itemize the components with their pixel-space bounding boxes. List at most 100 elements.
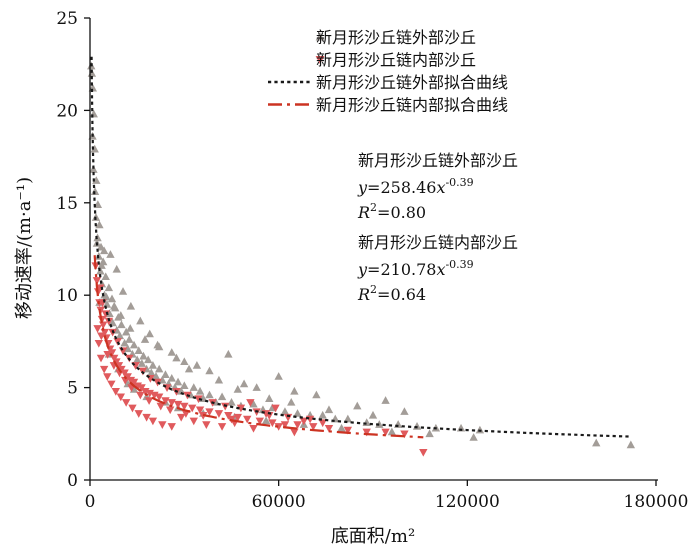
- outer-dune-point: [102, 292, 111, 301]
- inner-dune-point: [283, 413, 293, 422]
- inner-dune-point: [158, 421, 167, 429]
- inner-dune-point: [343, 426, 353, 435]
- outer-dune-point: [172, 353, 181, 362]
- equation-title: 新月形沙丘链内部沙丘: [358, 233, 518, 252]
- inner-dune-point: [419, 448, 428, 457]
- inner-dune-point: [161, 397, 170, 405]
- outer-dune-point: [456, 423, 466, 432]
- outer-dune-point: [129, 340, 139, 349]
- outer-dune-point: [214, 375, 224, 384]
- inner-dune-point: [134, 410, 143, 418]
- inner-dune-point: [180, 402, 189, 411]
- inner-dune-point: [104, 317, 114, 326]
- outer-dune-point: [126, 324, 135, 332]
- legend-label: 新月形沙丘链外部拟合曲线: [316, 73, 508, 92]
- outer-dune-point: [110, 301, 119, 310]
- inner-dune-point: [195, 406, 205, 415]
- inner-dune-point: [103, 373, 112, 381]
- outer-dune-point: [136, 316, 145, 325]
- outer-dune-point: [89, 109, 98, 118]
- inner-dune-point: [290, 428, 299, 437]
- outer-dune-point: [151, 372, 161, 380]
- outer-dune-point: [381, 396, 390, 404]
- outer-dune-point: [293, 409, 302, 417]
- inner-dune-point: [142, 413, 151, 422]
- outer-dune-point: [140, 335, 150, 343]
- outer-dune-point: [180, 381, 189, 390]
- inner-dune-point: [97, 332, 106, 341]
- outer-dune-point: [252, 383, 261, 391]
- outer-dune-point: [205, 366, 214, 375]
- inner-dune-point: [381, 428, 390, 437]
- outer-dune-point: [189, 383, 198, 391]
- fit-equations: 新月形沙丘链外部沙丘 y=258.46x-0.39 R2=0.80 新月形沙丘链内部沙…: [357, 151, 518, 304]
- legend-marker: [315, 32, 325, 41]
- y-tick-label: 10: [56, 286, 78, 306]
- outer-dune-point: [173, 377, 183, 386]
- outer-dune-point: [318, 410, 327, 419]
- inner-dune-point: [202, 421, 211, 429]
- legend: 新月形沙丘链外部沙丘新月形沙丘链内部沙丘新月形沙丘链外部拟合曲线新月形沙丘链内部…: [268, 28, 508, 115]
- inner-dune-point: [189, 417, 198, 426]
- legend-item: 新月形沙丘链外部沙丘: [315, 28, 476, 47]
- outer-dune-point: [125, 335, 134, 343]
- outer-dune-point: [180, 357, 189, 366]
- y-tick-label: 0: [67, 471, 78, 491]
- outer-dune-point: [280, 407, 290, 415]
- outer-dune-point: [261, 416, 271, 425]
- inner-dune-point: [324, 424, 334, 433]
- outer-fit-curve: [90, 56, 631, 438]
- inner-dune-point: [243, 415, 252, 424]
- outer-dune-point: [362, 418, 371, 427]
- inner-dune-point: [217, 423, 227, 431]
- outer-dune-point: [387, 427, 397, 436]
- inner-dune-point: [107, 380, 116, 389]
- inner-dune-point: [111, 387, 120, 396]
- outer-dune-point: [353, 401, 362, 410]
- x-tick-label: 60000: [252, 492, 306, 512]
- inner-dune-point: [136, 391, 145, 400]
- outer-dune-point: [134, 346, 143, 354]
- outer-dune-point: [368, 410, 378, 419]
- outer-dune-point: [290, 386, 299, 395]
- outer-dune-point: [101, 272, 110, 281]
- outer-dune-point: [265, 394, 274, 402]
- inner-dune-point: [293, 421, 302, 429]
- outer-dune-point: [99, 246, 109, 255]
- outer-dune-point: [224, 349, 233, 358]
- inner-dune-point: [116, 393, 125, 402]
- outer-dune-point: [126, 301, 136, 310]
- outer-dune-point: [343, 414, 353, 423]
- legend-item: 新月形沙丘链内部拟合曲线: [268, 96, 508, 115]
- outer-dune-point: [167, 373, 176, 382]
- inner-dune-point: [362, 428, 371, 437]
- legend-item: 新月形沙丘链内部沙丘: [315, 51, 476, 70]
- outer-dune-point: [147, 368, 156, 377]
- outer-dune-point: [105, 309, 114, 317]
- fit-curves-layer: [90, 56, 631, 439]
- inner-dune-point: [173, 400, 183, 409]
- outer-dune-point: [104, 283, 114, 292]
- outer-dune-point: [148, 361, 158, 369]
- inner-dune-point: [194, 395, 203, 404]
- outer-dune-point: [177, 386, 186, 395]
- inner-dune-point: [121, 399, 131, 407]
- y-tick-label: 5: [67, 379, 78, 399]
- inner-dune-point: [274, 423, 283, 431]
- outer-dune-point: [112, 264, 121, 273]
- inner-dune-point: [93, 325, 102, 333]
- outer-dune-point: [153, 340, 162, 349]
- inner-dune-point: [188, 404, 197, 413]
- inner-dune-point: [214, 410, 224, 418]
- outer-dune-point: [88, 83, 98, 92]
- outer-dune-point: [95, 220, 104, 229]
- outer-dune-point: [106, 250, 115, 258]
- x-axis-title: 底面积/m²: [331, 526, 415, 547]
- outer-dune-point: [324, 405, 334, 414]
- outer-dune-point: [154, 364, 164, 373]
- inner-dune-point: [280, 421, 290, 429]
- outer-dune-point: [139, 351, 148, 360]
- x-axis-ticks: 0 60000 120000 180000: [85, 480, 688, 512]
